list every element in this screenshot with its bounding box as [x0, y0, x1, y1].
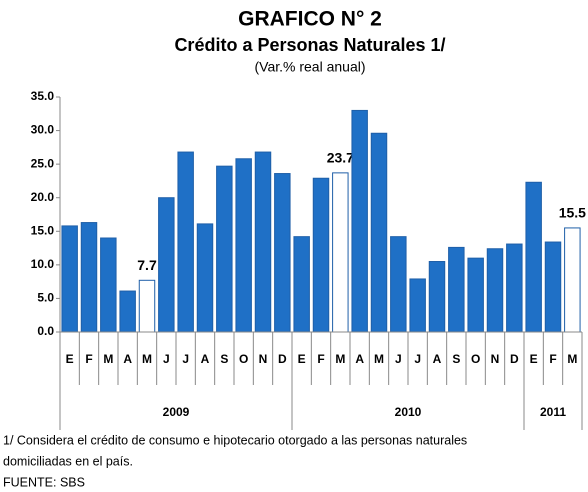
bar	[254, 151, 272, 333]
x-tick-label: A	[355, 352, 364, 366]
x-tick-label: S	[220, 352, 228, 366]
x-tick-label: F	[85, 352, 92, 366]
x-tick-label: D	[510, 352, 519, 366]
bar	[80, 222, 98, 333]
x-tick-label: O	[471, 352, 480, 366]
y-tick-label: 5.0	[37, 291, 54, 305]
x-tick-label: E	[298, 352, 306, 366]
y-tick-label: 35.0	[31, 89, 55, 103]
y-tick-label: 25.0	[31, 156, 55, 170]
x-tick-label: E	[66, 352, 74, 366]
bar	[486, 248, 504, 333]
x-tick-label: A	[201, 352, 210, 366]
x-tick-label: J	[395, 352, 402, 366]
x-tick-label: D	[278, 352, 287, 366]
year-label: 2009	[163, 405, 190, 419]
bar	[448, 246, 465, 333]
y-tick-label: 30.0	[31, 123, 55, 137]
bar	[293, 236, 310, 333]
bar	[119, 290, 136, 333]
x-tick-label: N	[259, 352, 268, 366]
x-tick-label: M	[103, 352, 113, 366]
bar	[506, 243, 523, 333]
bar	[409, 278, 426, 333]
x-tick-label: N	[491, 352, 500, 366]
x-tick-label: A	[433, 352, 442, 366]
data-label: 15.5	[559, 205, 586, 221]
bar	[351, 109, 368, 333]
bar	[332, 172, 349, 333]
x-tick-label: A	[123, 352, 132, 366]
footnote: domiciliadas en el país.	[3, 454, 133, 468]
bar	[428, 261, 446, 333]
bar	[274, 173, 291, 333]
bar	[390, 236, 407, 333]
bar	[370, 132, 388, 333]
year-label: 2010	[395, 405, 422, 419]
y-tick-label: 15.0	[31, 223, 55, 237]
footnote: FUENTE: SBS	[3, 475, 85, 489]
data-label: 23.7	[327, 150, 354, 166]
bar	[196, 223, 214, 333]
x-tick-label: M	[567, 352, 577, 366]
data-label: 7.7	[137, 257, 157, 273]
bar	[544, 241, 562, 333]
x-tick-label: F	[317, 352, 324, 366]
unit-label: (Var.% real anual)	[254, 59, 365, 75]
bar	[158, 197, 175, 333]
y-tick-label: 20.0	[31, 190, 55, 204]
x-tick-label: M	[335, 352, 345, 366]
x-tick-label: J	[182, 352, 189, 366]
x-tick-label: J	[414, 352, 421, 366]
chart-title: GRAFICO N° 2	[238, 8, 382, 31]
bar	[312, 177, 330, 333]
bar	[216, 165, 233, 333]
bar	[525, 181, 542, 333]
x-tick-label: F	[549, 352, 556, 366]
y-tick-label: 10.0	[31, 257, 55, 271]
bar	[235, 158, 252, 333]
x-tick-label: M	[142, 352, 152, 366]
bar	[177, 151, 194, 333]
x-tick-label: E	[530, 352, 538, 366]
year-label: 2011	[540, 405, 566, 419]
x-tick-label: O	[239, 352, 248, 366]
y-tick-label: 0.0	[37, 324, 54, 338]
footnote: 1/ Considera el crédito de consumo e hip…	[3, 433, 467, 447]
bar	[100, 237, 117, 333]
bar	[467, 257, 484, 333]
bar	[564, 227, 581, 333]
x-tick-label: S	[452, 352, 460, 366]
bar	[138, 279, 156, 333]
x-tick-label: M	[374, 352, 384, 366]
chart-subtitle: Crédito a Personas Naturales 1/	[174, 35, 445, 55]
bar	[61, 225, 78, 333]
x-tick-label: J	[163, 352, 170, 366]
